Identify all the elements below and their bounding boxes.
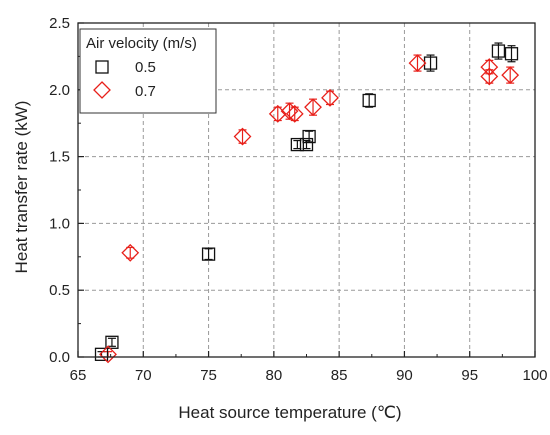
legend: Air velocity (m/s) 0.5 0.7: [79, 28, 217, 114]
data-point-square: [504, 47, 519, 61]
data-point-diamond: [480, 67, 499, 86]
x-tick-label: 85: [331, 367, 348, 384]
data-point-diamond: [304, 98, 322, 117]
x-tick-label: 70: [135, 367, 152, 384]
data-point-square: [299, 137, 314, 152]
data-point-diamond: [233, 127, 252, 146]
legend-diamond-marker: [93, 81, 111, 99]
data-point-diamond: [285, 104, 304, 123]
x-axis-title: Heat source temperature (℃): [178, 403, 401, 422]
y-tick-label: 0.0: [49, 349, 70, 366]
data-point-diamond: [321, 88, 339, 107]
data-markers: [94, 44, 520, 364]
data-point-diamond: [501, 66, 520, 85]
legend-label-series-1: 0.5: [135, 59, 156, 76]
x-tick-label: 75: [200, 367, 217, 384]
y-tick-label: 2.5: [49, 15, 70, 32]
x-tick-label: 90: [396, 367, 413, 384]
data-point-diamond: [268, 104, 287, 123]
data-point-diamond: [480, 58, 499, 77]
data-point-square: [201, 247, 216, 261]
x-tick-label: 100: [522, 367, 547, 384]
legend-label-series-2: 0.7: [135, 83, 156, 100]
data-point-square: [302, 129, 316, 144]
x-tick-label: 95: [461, 367, 478, 384]
axis-ticks: [77, 22, 536, 358]
y-tick-label: 1.5: [49, 149, 70, 166]
legend-square-marker: [95, 60, 109, 74]
legend-title: Air velocity (m/s): [86, 35, 197, 52]
data-point-diamond: [99, 345, 117, 364]
data-point-square: [105, 335, 119, 349]
x-tick-label: 80: [266, 367, 283, 384]
grid-lines: [78, 23, 535, 357]
data-point-diamond: [121, 243, 140, 262]
data-point-square: [94, 347, 109, 361]
y-axis-title: Heat transfer rate (kW): [12, 101, 31, 274]
y-tick-label: 2.0: [49, 82, 70, 99]
tick-labels: 65 70 75 80 85 90 95 100 0.0 0.5 1.0 1.5 2.0 2.5: [49, 15, 547, 384]
x-tick-label: 65: [70, 367, 87, 384]
data-point-square: [491, 44, 506, 58]
data-point-square: [423, 56, 438, 70]
y-tick-label: 0.5: [49, 282, 70, 299]
data-point-diamond: [280, 102, 299, 121]
data-point-diamond: [408, 54, 427, 72]
data-point-square: [290, 137, 305, 152]
y-tick-label: 1.0: [49, 215, 70, 232]
legend-box: [79, 28, 217, 114]
data-point-square: [362, 93, 376, 108]
